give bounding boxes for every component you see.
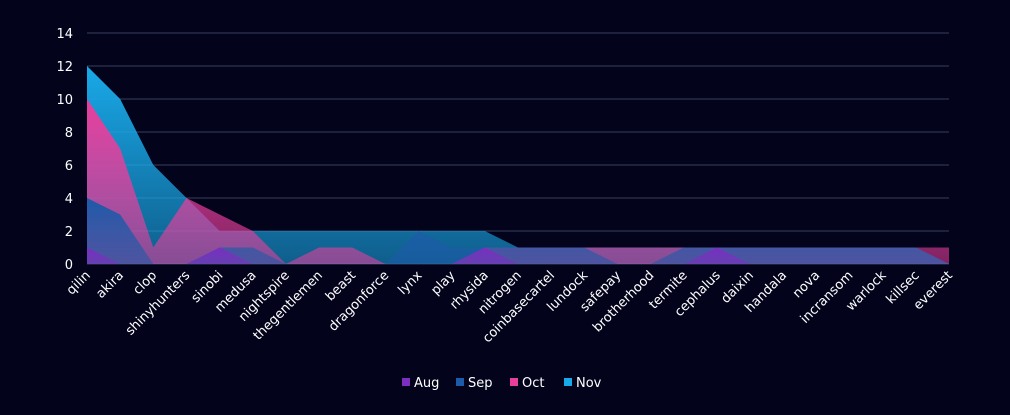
y-tick-label: 8: [65, 126, 73, 141]
x-tick-label: clop: [130, 268, 160, 298]
y-tick-label: 10: [56, 93, 73, 108]
x-tick-label: lynx: [395, 268, 425, 298]
series-areas: [87, 66, 949, 264]
legend-label: Sep: [468, 376, 493, 391]
legend-item-sep: Sep: [456, 376, 493, 391]
y-tick-label: 12: [56, 60, 73, 75]
y-tick-label: 14: [56, 27, 73, 42]
legend-label: Oct: [522, 376, 544, 391]
area-series-aug: [87, 247, 949, 264]
legend-label: Nov: [576, 376, 602, 391]
area-series-sep: [87, 198, 949, 264]
y-tick-label: 0: [65, 258, 73, 273]
y-tick-label: 2: [65, 225, 73, 240]
y-tick-label: 4: [65, 192, 73, 207]
legend-swatch: [456, 378, 464, 386]
legend-item-aug: Aug: [402, 376, 439, 391]
y-tick-label: 6: [65, 159, 73, 174]
legend-item-nov: Nov: [564, 376, 602, 391]
legend-label: Aug: [414, 376, 439, 391]
legend-item-oct: Oct: [510, 376, 544, 391]
legend-swatch: [402, 378, 410, 386]
legend: Aug Sep Oct Nov: [402, 376, 602, 391]
y-axis: 0 2 4 6 8 10 12 14: [56, 27, 73, 273]
legend-swatch: [510, 378, 518, 386]
legend-swatch: [564, 378, 572, 386]
x-axis: qilin akira clopshinyhunterssinobimedusani…: [64, 268, 956, 346]
x-tick-label: akira: [93, 268, 127, 302]
area-series-oct: [87, 99, 949, 264]
